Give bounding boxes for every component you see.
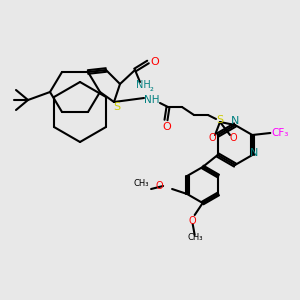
Text: O: O xyxy=(229,133,237,143)
Text: CH₃: CH₃ xyxy=(133,179,149,188)
Text: NH: NH xyxy=(136,80,150,90)
Text: O: O xyxy=(155,181,163,191)
Text: N: N xyxy=(250,148,259,158)
Text: N: N xyxy=(231,116,239,126)
Text: O: O xyxy=(189,216,196,226)
Text: S: S xyxy=(216,115,224,125)
Text: S: S xyxy=(113,102,121,112)
Text: O: O xyxy=(163,122,171,132)
Text: CF₃: CF₃ xyxy=(272,128,289,138)
Text: CH₃: CH₃ xyxy=(188,233,203,242)
Text: ₂: ₂ xyxy=(150,83,154,93)
Text: NH: NH xyxy=(144,95,160,105)
Text: O: O xyxy=(151,57,159,67)
Text: O: O xyxy=(208,133,216,143)
